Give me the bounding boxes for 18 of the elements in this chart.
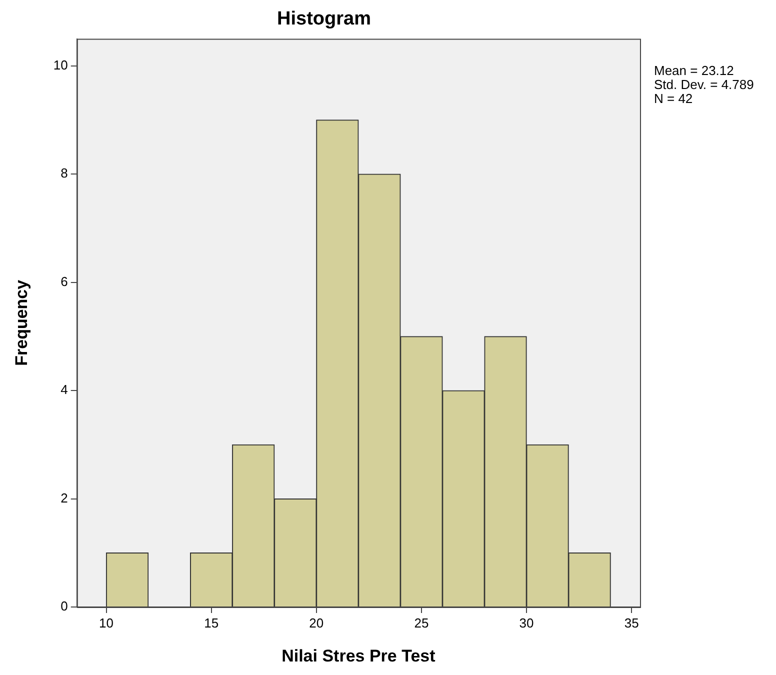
y-tick-label: 10 [53,57,68,72]
y-tick-label: 0 [60,598,68,614]
y-axis-title: Frequency [12,279,31,366]
x-tick-label: 10 [99,615,114,630]
y-tick-label: 2 [60,490,68,506]
y-tick-label: 8 [60,166,68,181]
x-tick-label: 15 [204,615,219,630]
text: N = 42 [654,90,693,106]
text: Std. Dev. = 4.789 [654,76,754,92]
x-tick-label: 35 [624,615,639,630]
x-tick-label: 25 [414,615,429,630]
y-tick-label: 6 [60,274,68,289]
text: Mean = 23.12 [654,62,734,78]
x-tick-label: 30 [519,615,534,630]
x-tick-label: 20 [309,615,324,630]
x-axis-title: Nilai Stres Pre Test [282,646,436,666]
y-tick-label: 4 [60,382,68,398]
chart-title: Histogram [277,8,371,30]
